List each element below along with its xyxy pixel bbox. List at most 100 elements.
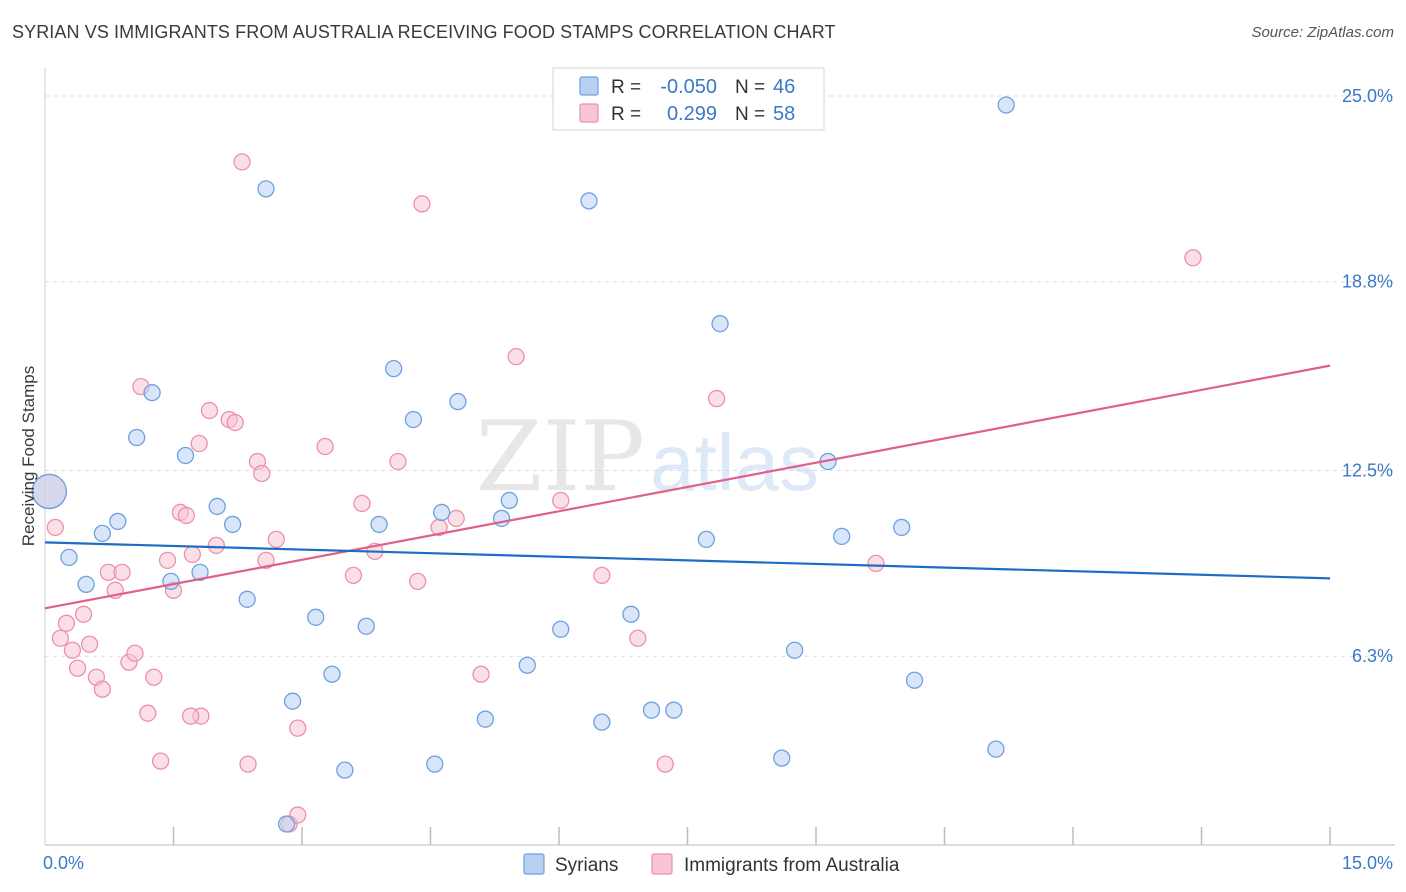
syrians-point — [385, 359, 403, 378]
syrians-point — [773, 749, 791, 767]
x-tick-label: 15.0% — [1342, 853, 1393, 873]
stats-legend-r-label: R = — [611, 77, 641, 98]
immigrants-from-australia-point — [239, 755, 257, 773]
syrians-point — [997, 96, 1015, 114]
immigrants-from-australia-point — [63, 641, 82, 659]
syrians-point — [476, 710, 494, 728]
syrians-point — [60, 548, 78, 567]
immigrants-from-australia-point — [257, 551, 275, 570]
immigrants-from-australia-point — [158, 551, 177, 570]
immigrants-from-australia-point — [68, 659, 87, 677]
immigrants-from-australia-point — [289, 806, 307, 824]
syrians-point — [622, 605, 640, 623]
syrians-point — [257, 180, 275, 198]
syrians-point — [552, 620, 570, 638]
immigrants-from-australia-point — [289, 719, 307, 737]
immigrants-from-australia-point — [1184, 249, 1202, 267]
syrians-point — [323, 665, 341, 683]
syrians-point — [128, 428, 146, 447]
immigrants-from-australia-point — [177, 506, 196, 525]
immigrants-from-australia-point — [46, 518, 64, 537]
immigrants-from-australia-point — [353, 494, 371, 513]
y-tick-label: 6.3% — [1352, 646, 1393, 666]
syrians-point — [191, 563, 209, 582]
syrians-point — [432, 503, 451, 522]
immigrants-from-australia-point — [200, 401, 219, 420]
chart-title: SYRIAN VS IMMIGRANTS FROM AUSTRALIA RECE… — [12, 22, 836, 42]
stats-legend-n-label: N = — [735, 77, 765, 98]
immigrants-from-australia-point — [507, 347, 525, 366]
syrians-point — [208, 497, 226, 516]
source-credit: Source: ZipAtlas.com — [1251, 24, 1394, 41]
syrians-point — [580, 192, 598, 210]
stats-legend: R = -0.050 N = 46 R = 0.299 N = 58 — [552, 67, 825, 131]
immigrants-from-australia-point — [447, 509, 465, 528]
immigrants-from-australia-point — [413, 195, 431, 213]
legend-label-immigrants-from-australia: Immigrants from Australia — [684, 855, 900, 876]
y-tick-label: 12.5% — [1342, 460, 1393, 480]
y-tick-label: 18.8% — [1342, 272, 1393, 292]
immigrants-from-australia-point — [253, 464, 271, 483]
syrians-point — [500, 491, 518, 510]
syrians-point — [785, 641, 804, 659]
immigrants-from-australia-point — [593, 566, 611, 585]
syrians-point — [162, 572, 180, 590]
y-axis-title-group: Receiving Food Stamps — [19, 366, 38, 546]
syrians-point — [426, 755, 444, 773]
immigrants-from-australia-point — [207, 536, 225, 555]
watermark-atlas: atlas — [650, 418, 819, 507]
immigrants-from-australia-point — [126, 644, 144, 662]
y-axis-title: Receiving Food Stamps — [19, 366, 38, 546]
syrians-point — [593, 713, 611, 731]
syrians-point — [642, 701, 661, 719]
immigrants-from-australia-point — [656, 755, 674, 773]
immigrants-from-australia-point — [472, 665, 490, 683]
syrians-point — [697, 530, 715, 549]
immigrants-from-australia-point — [113, 563, 131, 582]
trend-lines — [44, 364, 1331, 610]
immigrants-from-australia-point — [183, 545, 201, 564]
immigrants-from-australia-point — [181, 707, 200, 725]
syrians-point — [665, 701, 683, 719]
immigrants-from-australia-point — [51, 629, 70, 647]
syrians-point — [905, 671, 924, 689]
immigrants-from-australia-point — [344, 566, 363, 585]
immigrants-from-australia-point — [707, 389, 726, 408]
immigrants-from-australia-point — [93, 680, 112, 698]
syrians-point — [449, 392, 467, 411]
axes — [44, 68, 1395, 846]
legend-swatch-syrians — [523, 853, 545, 875]
syrians-point — [893, 518, 911, 537]
series-legend: Syrians Immigrants from Australia — [523, 853, 900, 876]
immigrants-from-australia-point — [190, 434, 208, 453]
immigrants-from-australia-point — [145, 668, 163, 686]
syrians-point — [336, 761, 354, 779]
stats-legend-r-value: 0.299 — [667, 103, 717, 125]
immigrants-from-australia-point — [57, 614, 76, 632]
syrians-point — [176, 446, 195, 465]
immigrants-from-australia-point — [867, 554, 885, 573]
stats-legend-r-value: -0.050 — [660, 76, 717, 98]
syrians-point — [370, 515, 388, 534]
immigrants-from-australia-point — [267, 530, 285, 549]
syrians-point — [283, 692, 302, 710]
syrians-point — [357, 617, 375, 635]
grid-lines — [45, 95, 1395, 657]
syrians-point — [987, 740, 1005, 758]
watermark: ZIP atlas — [476, 401, 819, 513]
stats-legend-n-value: 46 — [773, 76, 795, 98]
immigrants-from-australia-point — [233, 153, 251, 171]
syrians-point — [143, 383, 161, 402]
immigrants-from-australia-point — [226, 413, 244, 432]
stats-legend-n-label: N = — [735, 104, 765, 125]
immigrants-from-australia-point — [408, 572, 427, 590]
immigrants-from-australia-point — [552, 491, 570, 510]
syrians-point — [31, 473, 67, 510]
stats-legend-n-value: 58 — [773, 103, 795, 125]
x-tick-label: 0.0% — [43, 853, 84, 873]
series-syrians — [31, 96, 1015, 833]
immigrants-from-australia-point — [74, 605, 93, 623]
stats-legend-swatch-pink — [579, 103, 599, 123]
